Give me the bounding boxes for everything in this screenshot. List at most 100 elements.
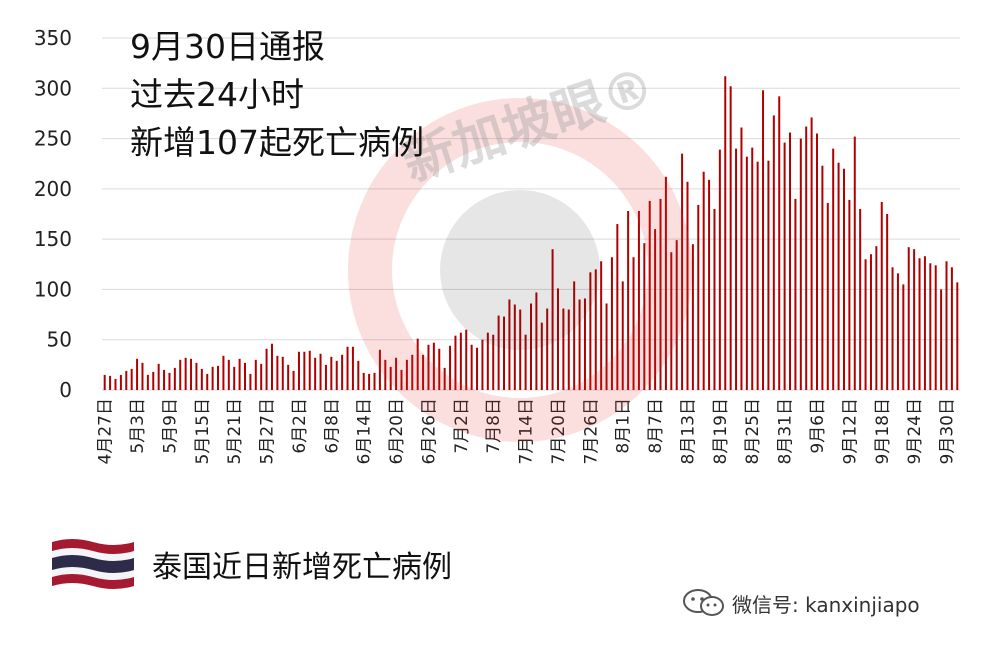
bar xyxy=(233,366,236,390)
bar xyxy=(713,208,716,390)
bar xyxy=(940,289,943,390)
bar xyxy=(179,359,182,390)
x-tick-label: 8月7日 xyxy=(646,398,666,454)
y-tick-label: 350 xyxy=(34,26,72,50)
bar xyxy=(718,149,721,390)
x-tick-label: 6月14日 xyxy=(355,398,375,464)
bar xyxy=(762,90,765,390)
y-tick-label: 250 xyxy=(34,127,72,151)
bar xyxy=(238,358,241,390)
bar xyxy=(654,229,657,390)
bar xyxy=(389,366,392,390)
svg-text:5月9日: 5月9日 xyxy=(160,398,180,454)
bar xyxy=(481,339,484,390)
svg-text:5月3日: 5月3日 xyxy=(128,398,148,454)
x-tick-label: 7月2日 xyxy=(452,398,472,454)
svg-text:8月1日: 8月1日 xyxy=(614,398,634,454)
svg-text:4月27日: 4月27日 xyxy=(96,398,116,464)
bar xyxy=(540,322,543,390)
bar xyxy=(875,246,878,390)
x-tick-label: 9月6日 xyxy=(808,398,828,454)
bar xyxy=(303,351,306,390)
bar xyxy=(449,345,452,390)
bar xyxy=(600,261,603,390)
bar xyxy=(632,257,635,390)
x-tick-label: 8月31日 xyxy=(776,398,796,464)
bar xyxy=(853,136,856,390)
bar xyxy=(805,126,808,390)
bar xyxy=(260,363,263,390)
bar xyxy=(346,346,349,390)
svg-text:7月8日: 7月8日 xyxy=(484,398,504,454)
bar xyxy=(357,360,360,390)
bar xyxy=(934,265,937,390)
bar xyxy=(729,86,732,390)
bar xyxy=(249,373,252,390)
bar xyxy=(848,199,851,390)
bar xyxy=(880,201,883,390)
thailand-flag-icon xyxy=(52,539,134,589)
svg-text:8月13日: 8月13日 xyxy=(678,398,698,464)
bar xyxy=(886,214,889,390)
bar xyxy=(589,272,592,390)
x-tick-label: 5月3日 xyxy=(128,398,148,454)
bar xyxy=(767,160,770,390)
bar xyxy=(416,338,419,390)
bar xyxy=(740,127,743,390)
bar xyxy=(562,308,565,390)
x-tick-label: 8月25日 xyxy=(743,398,763,464)
x-tick-label: 7月26日 xyxy=(581,398,601,464)
x-tick-label: 7月14日 xyxy=(517,398,537,464)
y-tick-label: 50 xyxy=(47,328,72,352)
bar xyxy=(244,362,246,390)
bar xyxy=(190,358,193,390)
bar xyxy=(195,362,198,390)
title-line-1: 9月30日通报 xyxy=(130,27,325,66)
svg-text:5月15日: 5月15日 xyxy=(193,398,213,464)
bar xyxy=(702,171,705,390)
y-tick-label: 100 xyxy=(34,277,72,301)
bar xyxy=(659,198,662,390)
bar xyxy=(670,252,673,390)
bar xyxy=(789,132,792,390)
bar xyxy=(869,254,872,390)
y-tick-label: 300 xyxy=(34,76,72,100)
bar xyxy=(265,348,268,390)
svg-text:7月26日: 7月26日 xyxy=(581,398,601,464)
bar xyxy=(664,176,667,390)
bar xyxy=(945,261,948,390)
svg-text:9月6日: 9月6日 xyxy=(808,398,828,454)
svg-text:8月25日: 8月25日 xyxy=(743,398,763,464)
x-tick-label: 5月27日 xyxy=(258,398,278,464)
bar xyxy=(368,373,371,390)
wechat-icon xyxy=(683,589,724,616)
wechat-account: 微信号: kanxinjiapo xyxy=(682,588,920,618)
svg-text:6月20日: 6月20日 xyxy=(387,398,407,464)
bar xyxy=(109,375,112,390)
bar xyxy=(378,349,381,390)
bar xyxy=(573,281,576,390)
bar xyxy=(314,357,317,390)
bar xyxy=(896,273,899,390)
svg-text:7月20日: 7月20日 xyxy=(549,398,569,464)
bar xyxy=(859,208,862,390)
bar xyxy=(297,351,300,390)
bar xyxy=(200,368,203,390)
bar xyxy=(227,359,230,390)
bar xyxy=(206,373,209,390)
x-tick-label: 5月21日 xyxy=(225,398,245,464)
bar xyxy=(508,299,511,390)
bar xyxy=(751,147,754,390)
bar xyxy=(513,304,516,390)
bar xyxy=(384,359,387,390)
svg-text:9月30日: 9月30日 xyxy=(938,398,958,464)
bar xyxy=(648,200,651,390)
bar xyxy=(486,332,489,390)
bar xyxy=(217,365,220,390)
bar xyxy=(373,372,376,390)
bar xyxy=(929,263,932,390)
bar xyxy=(119,374,122,390)
x-tick-label: 6月20日 xyxy=(387,398,407,464)
bar xyxy=(621,281,624,390)
